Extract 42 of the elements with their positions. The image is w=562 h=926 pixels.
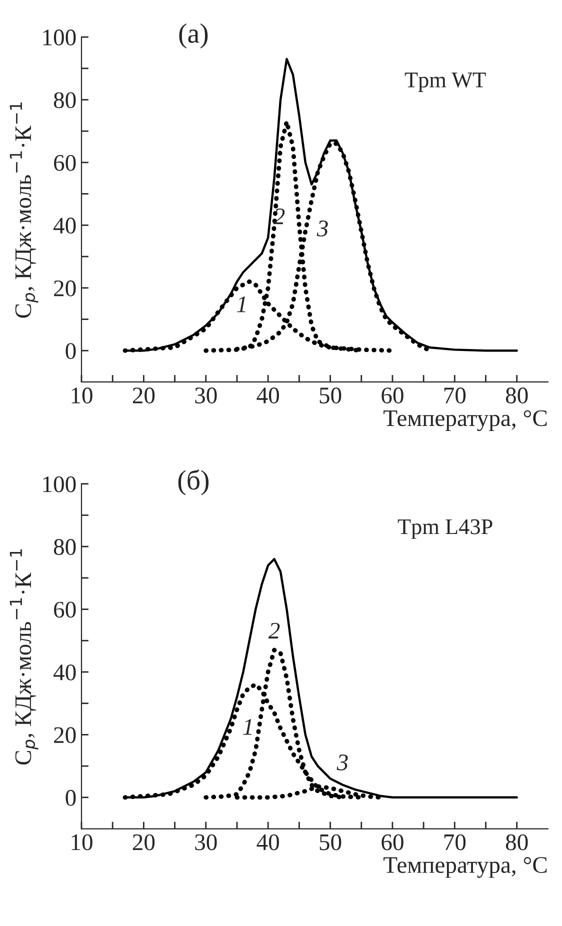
x-tick-label: 70: [444, 388, 466, 404]
x-tick-label: 70: [444, 834, 466, 850]
series-label: 2: [268, 622, 280, 638]
x-tick-label: 20: [132, 834, 155, 850]
y-tick-label: 20: [54, 280, 76, 296]
y-tick-label: 60: [54, 154, 76, 171]
x-tick-label: 10: [72, 388, 92, 404]
y-tick-label: 60: [54, 602, 76, 618]
y-tick-label: 80: [54, 539, 76, 555]
x-tick-label: 40: [256, 834, 279, 850]
chart-title: (a): [179, 23, 208, 49]
y-tick-label: 0: [66, 790, 76, 806]
x-axis-title: Температура, °C: [384, 857, 547, 878]
x-tick-label: 50: [320, 388, 342, 404]
y-tick-label: 0: [66, 343, 76, 360]
y-tick-label: 20: [54, 727, 76, 744]
x-tick-label: 80: [506, 834, 528, 850]
y-tick-label: 100: [43, 476, 76, 492]
x-tick-label: 20: [132, 388, 155, 404]
x-tick-label: 50: [320, 834, 342, 850]
x-tick-label: 30: [195, 834, 217, 850]
x-axis-title: Температура, °C: [384, 410, 547, 432]
series-label: 3: [336, 754, 348, 770]
y-tick-label: 100: [43, 30, 76, 46]
annotation: Tpm L43P: [398, 519, 492, 539]
y-tick-label: 40: [53, 218, 76, 234]
x-tick-label: 40: [256, 388, 279, 404]
x-tick-label: 60: [382, 834, 404, 850]
annotation: Tpm WT: [404, 72, 486, 92]
y-axis-title: C$_{p}$, КДж·моль$^{−1}$·К$^{−1}$: [10, 549, 38, 765]
series-label: 2: [273, 208, 285, 224]
series-label: 1: [243, 719, 252, 735]
chart-title: (б): [178, 470, 209, 496]
x-tick-label: 10: [72, 834, 92, 850]
y-tick-label: 40: [53, 664, 76, 680]
series-label: 1: [236, 296, 246, 312]
x-tick-label: 30: [195, 388, 217, 404]
x-tick-label: 80: [506, 388, 528, 404]
y-tick-label: 80: [54, 92, 76, 108]
series-label: 3: [316, 220, 328, 236]
x-tick-label: 60: [382, 388, 404, 404]
y-axis-title: C$_{p}$, КДж·моль$^{−1}$·К$^{−1}$: [10, 102, 38, 318]
